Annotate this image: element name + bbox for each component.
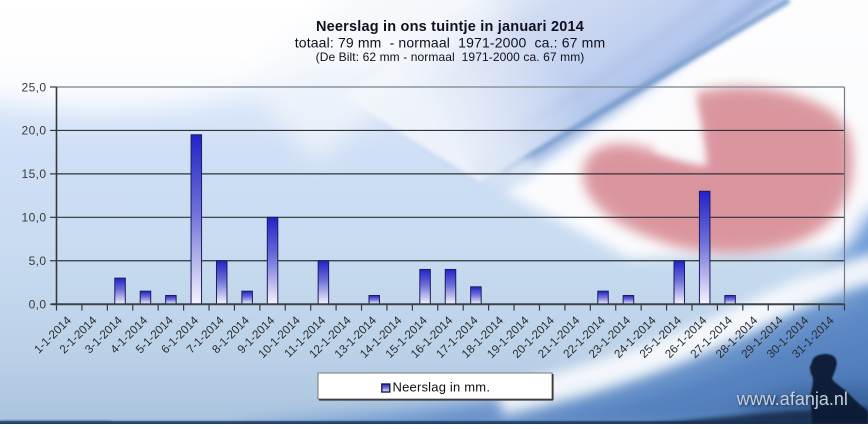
svg-text:20,0: 20,0	[22, 124, 47, 138]
svg-text:5,0: 5,0	[29, 254, 47, 268]
svg-text:(De Bilt: 62 mm - normaal 197: (De Bilt: 62 mm - normaal 1971-2000 ca. …	[316, 50, 585, 64]
svg-text:25,0: 25,0	[22, 80, 47, 94]
svg-text:www.afanja.nl: www.afanja.nl	[737, 390, 849, 410]
svg-text:15,0: 15,0	[22, 167, 47, 181]
svg-text:0,0: 0,0	[29, 298, 47, 312]
svg-text:Neerslag in ons tuintje in jan: Neerslag in ons tuintje in januari 2014	[316, 19, 584, 35]
svg-text:10,0: 10,0	[22, 211, 47, 225]
svg-text:www.afanja.nl: www.afanja.nl	[736, 389, 848, 409]
svg-text:Neerslag in mm.: Neerslag in mm.	[393, 379, 491, 394]
svg-text:totaal: 79 mm - normaal 1971: totaal: 79 mm - normaal 1971-2000 ca.: 6…	[295, 35, 606, 51]
